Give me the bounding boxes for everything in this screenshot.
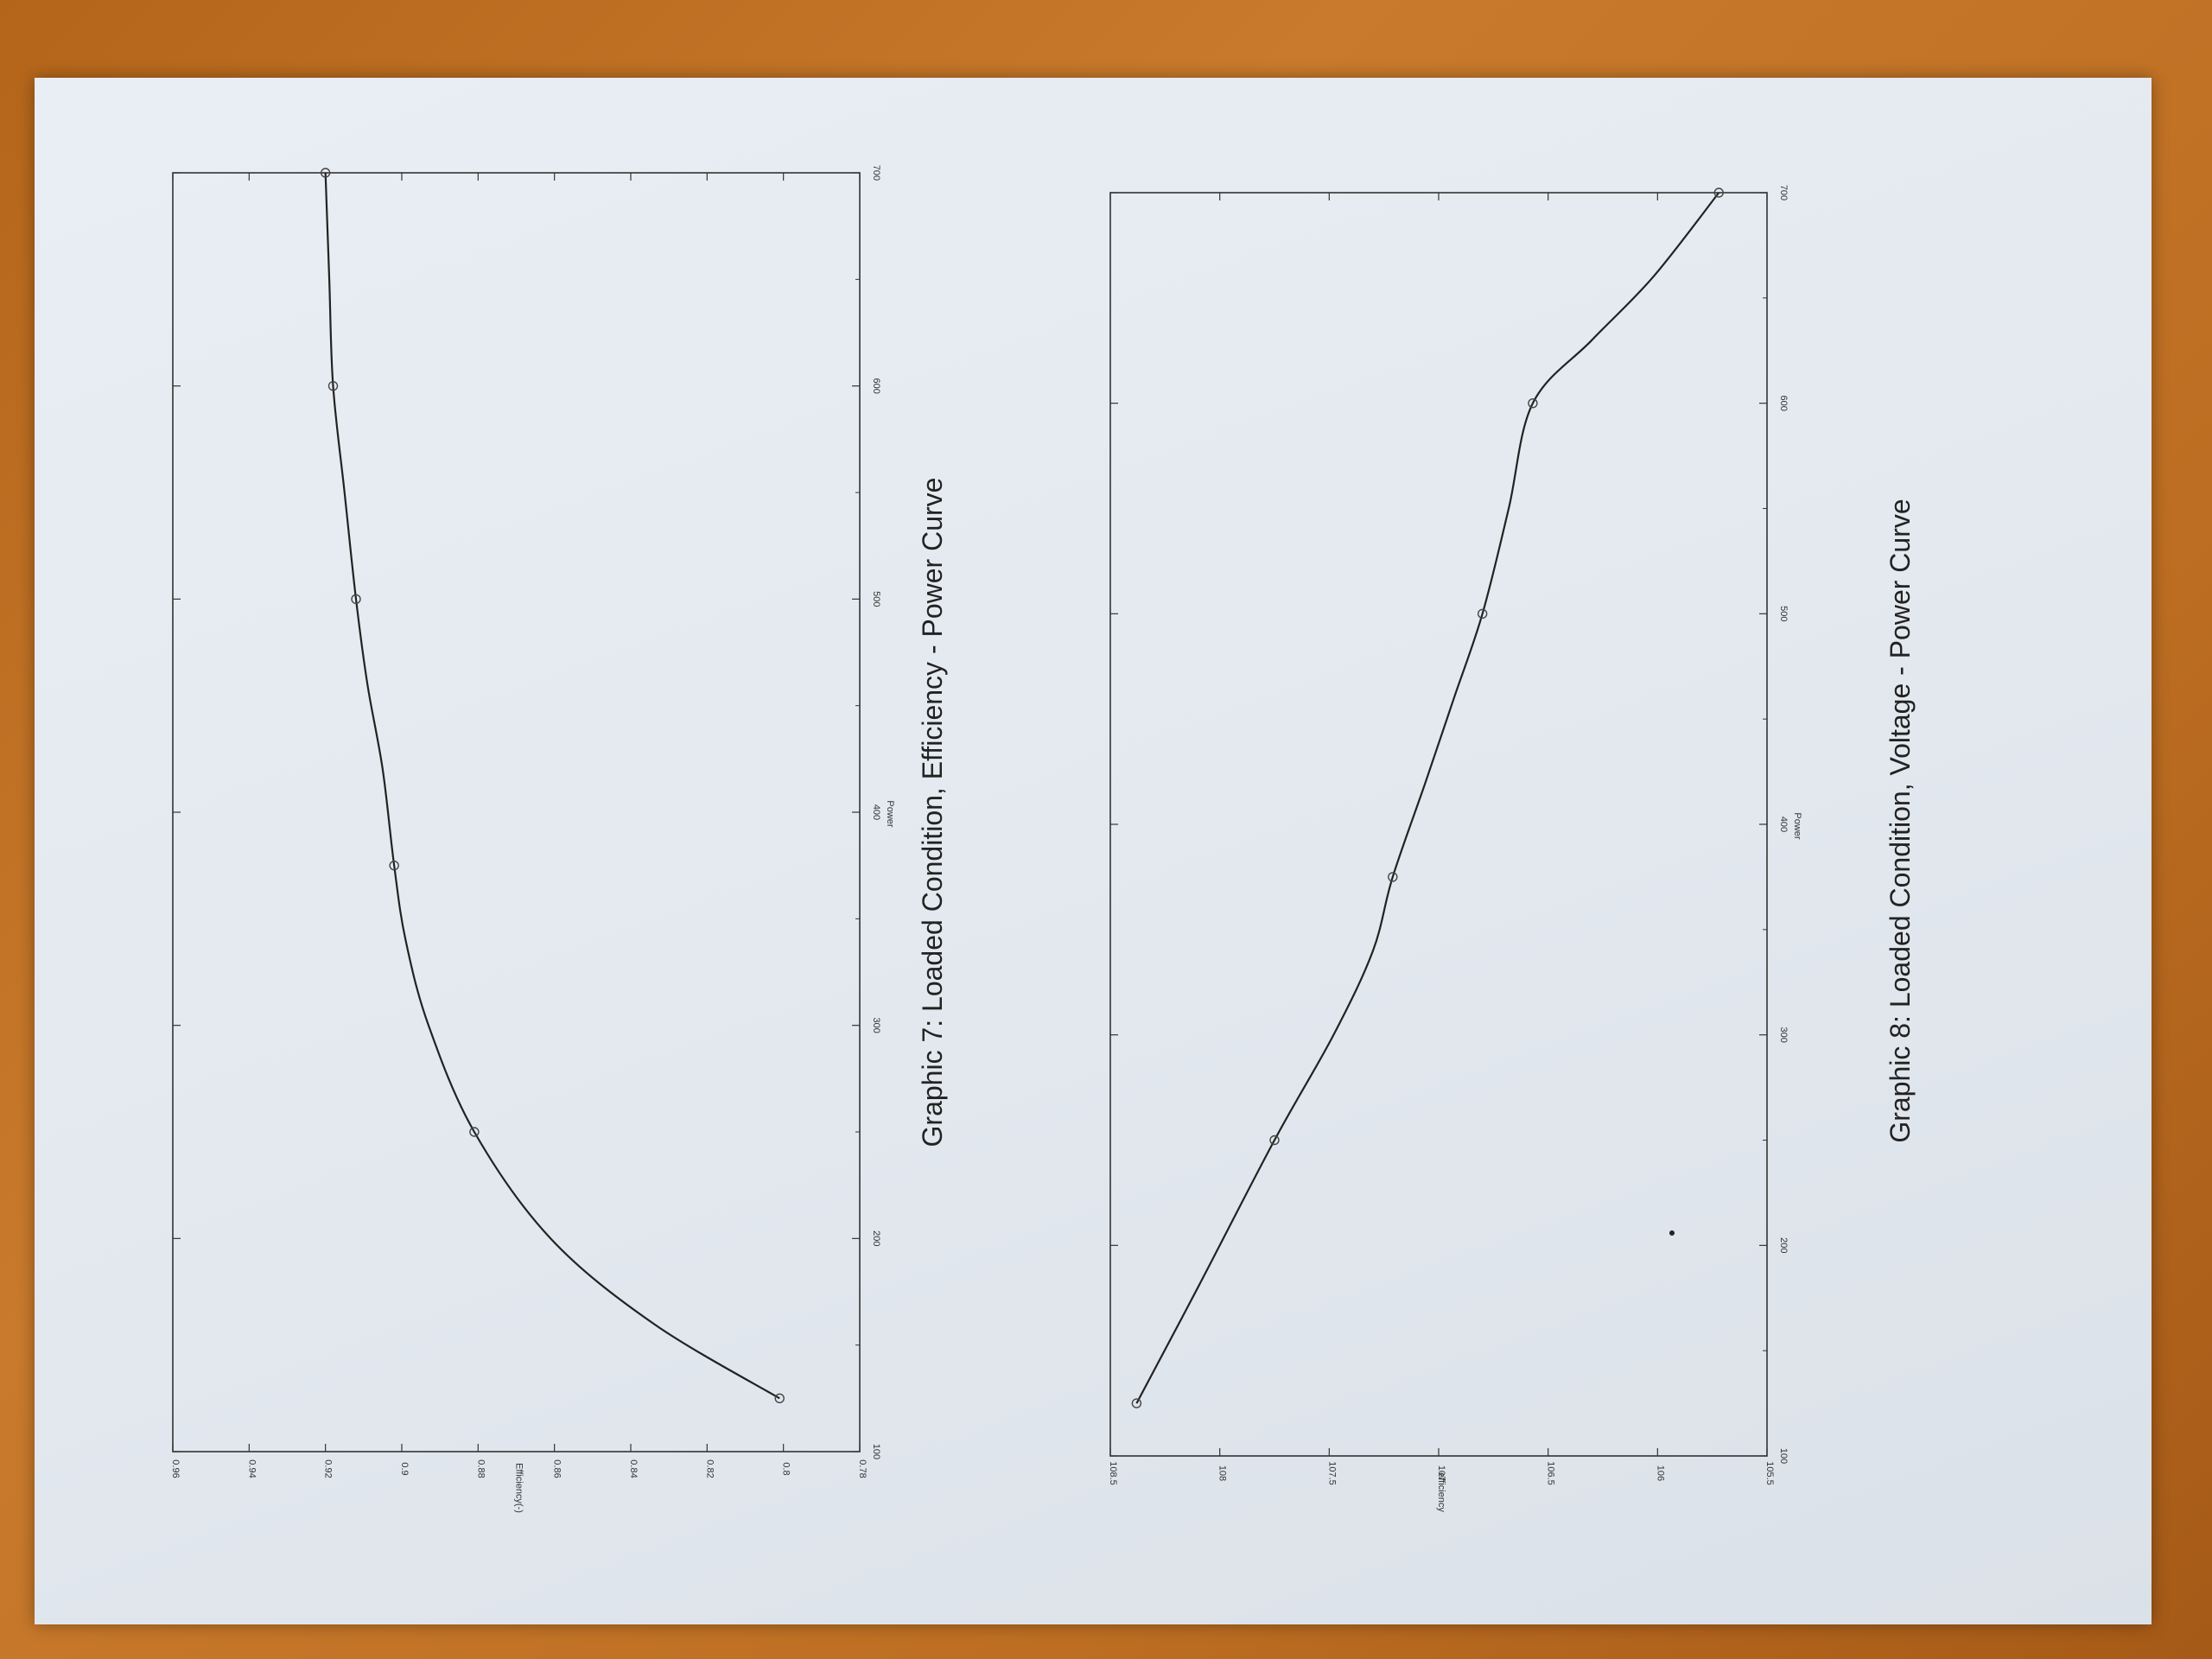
y-tick-label: 105.5 xyxy=(1764,1461,1775,1485)
x-tick-label: 100 xyxy=(871,1444,881,1459)
chart-caption: Graphic 8: Loaded Condition, Voltage - P… xyxy=(1885,499,1916,1142)
x-tick-label: 300 xyxy=(1778,1027,1789,1042)
y-axis-label: efficiency xyxy=(1436,1472,1446,1512)
x-tick-label: 500 xyxy=(1778,606,1789,621)
x-axis-label: Power xyxy=(1792,812,1802,840)
data-point xyxy=(320,168,331,178)
paper-sheet: 100 200 300 400 500 600 700 0.78 0.8 0.82 0.84 0.86… xyxy=(35,78,2152,1624)
data-point xyxy=(389,860,399,871)
x-tick-label: 700 xyxy=(1778,185,1789,200)
y-tick-label: 0.96 xyxy=(170,1459,181,1478)
y-tick-label: 0.8 xyxy=(781,1462,791,1475)
y-tick-label: 107 xyxy=(1436,1465,1446,1481)
data-point xyxy=(1713,188,1724,198)
y-tick-label: 0.92 xyxy=(323,1459,334,1478)
chart-8: 100 200 300 400 500 600 700 105.5 106 106.5 107 107… xyxy=(1108,185,1916,1513)
data-point xyxy=(327,380,339,391)
data-point xyxy=(1269,1135,1280,1146)
chart-7: 100 200 300 400 500 600 700 0.78 0.8 0.82 0.84 0.86… xyxy=(170,165,948,1513)
x-tick-label: 300 xyxy=(871,1017,881,1033)
series-line xyxy=(324,172,780,1400)
x-tick-label: 400 xyxy=(1778,817,1789,832)
y-tick-label: 0.9 xyxy=(399,1462,410,1475)
y-tick-label: 0.84 xyxy=(628,1459,639,1478)
data-point xyxy=(774,1393,785,1404)
y-tick-label: 0.88 xyxy=(475,1459,486,1478)
y-tick-label: 108 xyxy=(1217,1465,1228,1481)
x-tick-label: 700 xyxy=(871,165,881,181)
chart-caption: Graphic 7: Loaded Condition, Efficiency … xyxy=(917,478,948,1147)
data-point xyxy=(1388,872,1398,882)
x-tick-label: 400 xyxy=(871,804,881,820)
x-tick-label: 100 xyxy=(1778,1448,1789,1464)
data-point xyxy=(351,594,361,605)
x-tick-label: 500 xyxy=(871,591,881,607)
chart-canvas: 100 200 300 400 500 600 700 0.78 0.8 0.82 0.84 0.86… xyxy=(170,165,1916,1513)
y-tick-label: 108.5 xyxy=(1108,1461,1118,1485)
data-point xyxy=(1131,1398,1142,1408)
x-tick-label: 600 xyxy=(1778,395,1789,410)
x-tick-label: 200 xyxy=(871,1230,881,1246)
y-tick-label: 106 xyxy=(1655,1465,1665,1481)
x-tick-label: 600 xyxy=(871,378,881,393)
y-axis-label: Efficiency(-) xyxy=(514,1463,524,1513)
data-point xyxy=(469,1127,480,1137)
y-tick-label: 106.5 xyxy=(1546,1461,1556,1485)
y-tick-label: 0.82 xyxy=(704,1459,715,1478)
data-point xyxy=(1528,397,1538,409)
ink-speck xyxy=(1669,1230,1675,1236)
y-tick-label: 0.86 xyxy=(552,1459,563,1478)
y-tick-label: 0.78 xyxy=(857,1459,868,1478)
data-point xyxy=(1477,608,1488,620)
x-axis-label: Power xyxy=(885,800,895,828)
y-tick-label: 0.94 xyxy=(246,1459,257,1478)
series-line xyxy=(1135,192,1720,1404)
x-tick-label: 200 xyxy=(1778,1237,1789,1253)
y-tick-label: 107.5 xyxy=(1326,1461,1337,1485)
plot-frame xyxy=(172,172,861,1452)
